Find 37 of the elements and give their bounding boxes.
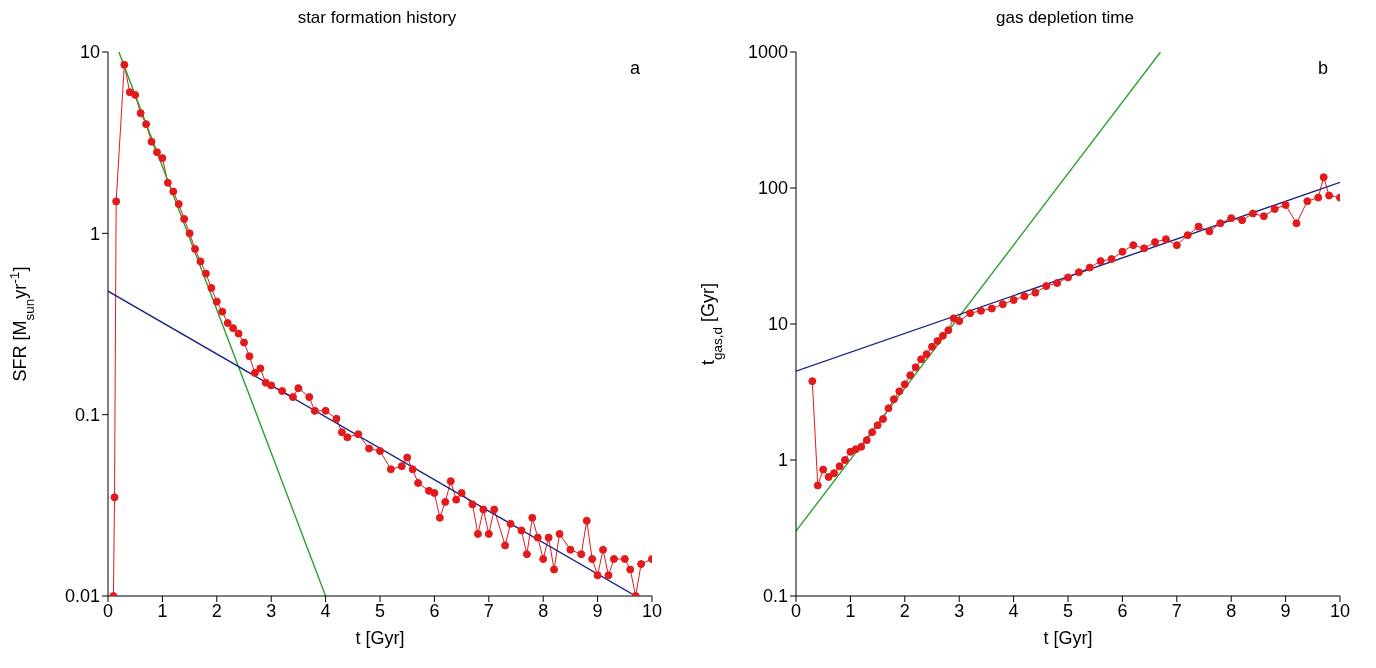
annotation: a <box>629 58 640 79</box>
x-axis-title: t [Gyr] <box>1043 628 1093 648</box>
x-tick-label: 6 <box>429 600 440 621</box>
x-tick-label: 4 <box>320 600 331 621</box>
x-tick-label: 3 <box>954 600 965 621</box>
x-tick-label: 5 <box>374 600 386 621</box>
x-tick-label: 6 <box>1117 600 1128 621</box>
y-tick-label: 0.1 <box>74 405 100 426</box>
x-axis-title: t [Gyr] <box>355 628 405 648</box>
y-tick-label: 1 <box>89 223 100 244</box>
chart-title: star formation history <box>296 8 458 29</box>
chart-title: gas depletion time <box>995 8 1135 29</box>
x-tick-label: 1 <box>157 600 168 621</box>
y-tick-label: 100 <box>757 178 788 199</box>
x-tick-label: 9 <box>1280 600 1291 621</box>
x-tick-label: 4 <box>1008 600 1019 621</box>
y-tick-label: 10 <box>767 314 788 335</box>
x-tick-label: 7 <box>483 600 494 621</box>
y-tick-label: 0.01 <box>64 586 100 607</box>
y-tick-label: 1000 <box>747 42 788 63</box>
x-tick-label: 0 <box>790 600 802 621</box>
x-tick-label: 10 <box>1329 600 1351 621</box>
x-tick-label: 8 <box>538 600 549 621</box>
x-tick-label: 8 <box>1226 600 1237 621</box>
y-tick-label: 1 <box>777 450 788 471</box>
y-tick-label: 0.1 <box>762 586 788 607</box>
x-tick-label: 3 <box>266 600 277 621</box>
x-tick-label: 0 <box>102 600 114 621</box>
x-tick-label: 10 <box>641 600 663 621</box>
y-tick-label: 10 <box>79 42 100 63</box>
x-tick-label: 2 <box>211 600 222 621</box>
annotation: b <box>1317 58 1328 79</box>
x-tick-label: 2 <box>899 600 910 621</box>
x-tick-label: 7 <box>1171 600 1182 621</box>
x-tick-label: 9 <box>592 600 603 621</box>
x-tick-label: 1 <box>845 600 856 621</box>
x-tick-label: 5 <box>1062 600 1074 621</box>
